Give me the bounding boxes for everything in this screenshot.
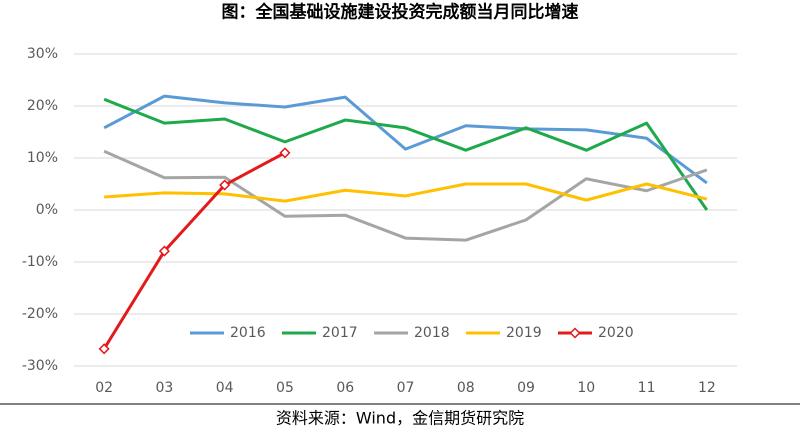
- y-tick-label: -10%: [22, 254, 58, 270]
- x-tick-label: 11: [638, 380, 656, 396]
- series-line: [103, 97, 709, 211]
- series-line: [103, 149, 708, 242]
- x-tick-label: 05: [276, 380, 294, 396]
- x-tick-label: 02: [95, 380, 113, 396]
- legend-label: 2019: [506, 325, 542, 341]
- series-line: [104, 182, 708, 203]
- x-tick-label: 10: [577, 380, 595, 396]
- x-tick-label: 08: [457, 380, 475, 396]
- series-line: [102, 151, 286, 350]
- point: [279, 147, 291, 159]
- legend-marker: [569, 327, 581, 339]
- legend-label: 2020: [598, 325, 634, 341]
- y-tick-label: 20%: [27, 98, 58, 114]
- x-tick-label: 12: [698, 380, 716, 396]
- x-tick-label: 09: [517, 380, 535, 396]
- point: [98, 343, 110, 355]
- y-tick-label: -30%: [22, 358, 58, 374]
- source: 资料来源：Wind，金信期货研究院: [276, 409, 524, 428]
- y-tick-label: 10%: [27, 150, 58, 166]
- x-tick-label: 03: [155, 380, 173, 396]
- x-tick-label: 04: [216, 380, 234, 396]
- point: [158, 245, 170, 257]
- point: [219, 179, 231, 191]
- y-tick-label: 0%: [36, 202, 58, 218]
- y-tick-label: 30%: [27, 46, 58, 62]
- legend-label: 2016: [230, 325, 266, 341]
- series-line: [103, 94, 708, 185]
- legend-label: 2018: [414, 325, 450, 341]
- y-tick-label: -20%: [22, 306, 58, 322]
- x-tick-label: 06: [336, 380, 354, 396]
- chart-title: 图：全国基础设施建设投资完成额当月同比增速: [222, 2, 579, 23]
- legend-label: 2017: [322, 325, 358, 341]
- x-tick-label: 07: [397, 380, 415, 396]
